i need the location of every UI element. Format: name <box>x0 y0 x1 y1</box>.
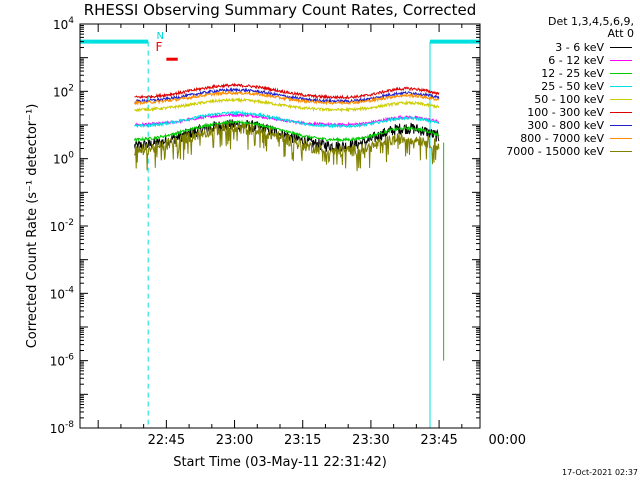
legend-label: 7000 - 15000 keV <box>506 145 604 158</box>
legend-entry: 50 - 100 keV <box>462 93 632 106</box>
flag-label-n: N <box>157 31 164 42</box>
y-tick-label: 104 <box>53 16 74 32</box>
series-line-7 <box>134 89 440 106</box>
legend-swatch <box>610 125 632 126</box>
y-axis-ticks: 104 102 100 10-2 10-4 10-6 10-8 <box>50 16 480 436</box>
legend-entry: 100 - 300 keV <box>462 106 632 119</box>
chart-title: RHESSI Observing Summary Count Rates, Co… <box>83 1 477 19</box>
x-axis-title: Start Time (03-May-11 22:31:42) <box>173 455 387 470</box>
y-axis-title: Corrected Count Rate (s⁻¹ detector⁻¹) <box>25 104 40 349</box>
saa-markers <box>79 39 481 428</box>
x-tick-label: 00:00 <box>489 433 526 448</box>
legend-entry: 25 - 50 keV <box>462 80 632 93</box>
plot-frame <box>79 23 481 429</box>
x-tick-label: 22:45 <box>148 433 185 448</box>
series-line-5 <box>134 82 440 100</box>
legend-entry: 300 - 800 keV <box>462 119 632 132</box>
flag-label-f: F <box>156 40 163 54</box>
legend-label: 6 - 12 keV <box>548 54 604 67</box>
legend-swatch <box>610 112 632 113</box>
legend-label: 100 - 300 keV <box>527 106 604 119</box>
generation-timestamp: 17-Oct-2021 02:37 <box>562 468 638 477</box>
y-tick-label: 102 <box>53 83 74 99</box>
y-tick-label: 10-2 <box>50 218 74 234</box>
legend-entry: 6 - 12 keV <box>462 54 632 67</box>
x-tick-label: 23:00 <box>216 433 253 448</box>
legend-header-line: Det 1,3,4,5,6,9, <box>547 15 634 28</box>
legend-swatch <box>610 47 632 48</box>
y-tick-label: 10-6 <box>50 353 75 369</box>
legend-label: 25 - 50 keV <box>541 80 604 93</box>
legend-entry: 3 - 6 keV <box>462 41 632 54</box>
series-line-8 <box>134 122 440 172</box>
series-line-3 <box>134 109 440 129</box>
y-tick-label: 10-4 <box>50 285 75 301</box>
legend-entry: 800 - 7000 keV <box>462 132 632 145</box>
flags: NF <box>156 31 178 61</box>
series-line-4 <box>134 97 440 113</box>
legend-swatch <box>610 99 632 100</box>
x-tick-label: 23:15 <box>284 433 321 448</box>
legend-label: 800 - 7000 keV <box>520 132 604 145</box>
x-tick-label: 23:45 <box>420 433 457 448</box>
legend-entry: 7000 - 15000 keV <box>462 145 632 158</box>
legend-swatch <box>610 138 632 139</box>
y-tick-label: 100 <box>53 151 74 167</box>
legend-swatch <box>610 151 632 152</box>
legend-label: 12 - 25 keV <box>541 67 604 80</box>
legend-label: 300 - 800 keV <box>527 119 604 132</box>
legend-swatch <box>610 86 632 87</box>
y-tick-label: 10-8 <box>50 420 75 436</box>
x-tick-label: 23:30 <box>352 433 389 448</box>
legend-header-line: Att 0 <box>607 27 634 40</box>
legend-label: 3 - 6 keV <box>555 41 604 54</box>
series-line-2 <box>134 119 440 143</box>
series-lines <box>134 82 445 361</box>
legend-label: 50 - 100 keV <box>534 93 604 106</box>
legend-swatch <box>610 60 632 61</box>
legend-entry: 12 - 25 keV <box>462 67 632 80</box>
legend-swatch <box>610 73 632 74</box>
x-axis-ticks: 22:45 23:00 23:15 23:30 23:45 00:00 <box>97 24 526 448</box>
